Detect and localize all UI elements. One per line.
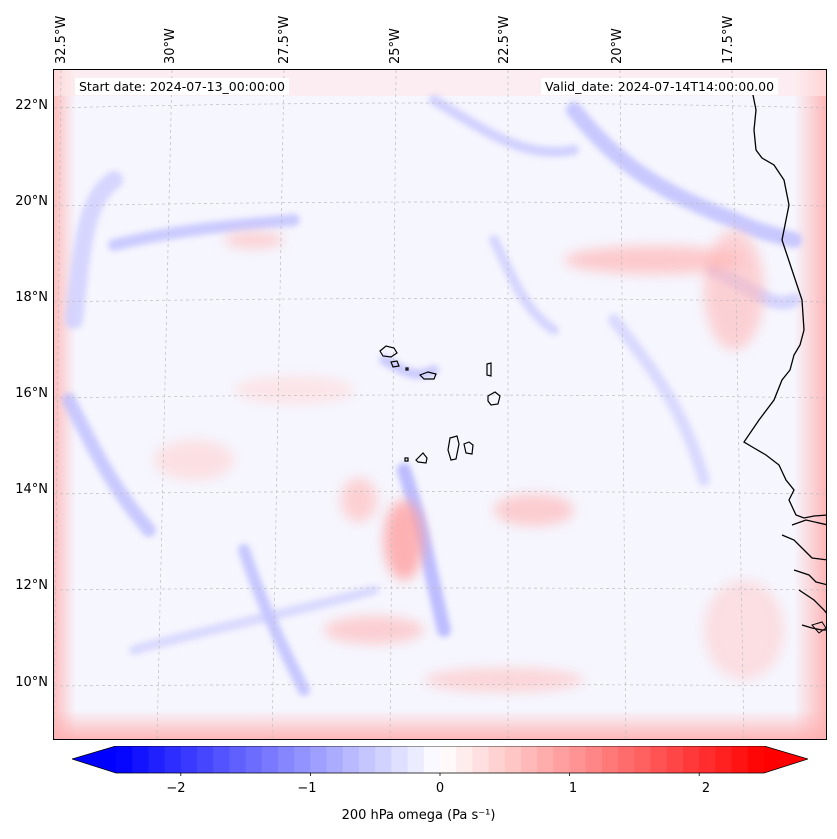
colorbar-cell <box>197 746 214 773</box>
colorbar-cell <box>715 746 733 773</box>
cape-verde-islands <box>379 345 501 464</box>
colorbar-cell <box>634 746 652 773</box>
lon-label-17.5w: 17.5°W <box>721 15 736 64</box>
bottom-edge-band <box>54 710 826 739</box>
colorbar-cell <box>261 746 279 773</box>
colorbar-cell <box>585 746 603 773</box>
colorbar-outline <box>72 746 808 774</box>
colorbar-cell <box>569 746 587 773</box>
colorbar-cell <box>294 746 311 773</box>
colorbar-cell <box>683 746 700 773</box>
colorbar-tick-label: −2 <box>166 781 186 796</box>
lon-label-30w: 30°W <box>163 28 178 64</box>
colorbar-cell <box>666 746 684 773</box>
lat-label-20n: 20°N <box>15 194 48 209</box>
colorbar-tick-marks <box>180 773 700 776</box>
lon-label-25w: 25°W <box>388 28 403 64</box>
colorbar-cell <box>602 746 619 773</box>
colorbar <box>72 746 808 776</box>
colorbar-tick-label: 0 <box>435 781 445 796</box>
lat-label-18n: 18°N <box>15 290 48 305</box>
colorbar-cell <box>650 746 668 773</box>
colorbar-cells <box>72 746 808 773</box>
lat-label-22n: 22°N <box>15 98 48 113</box>
african-coastline <box>743 89 826 631</box>
colorbar-cell <box>407 746 425 773</box>
lon-label-27.5w: 27.5°W <box>277 15 292 64</box>
colorbar-extend-max <box>764 746 808 773</box>
omega-field-map <box>54 70 826 739</box>
red-blobs <box>154 230 784 692</box>
lon-label-22.5w: 22.5°W <box>497 15 512 64</box>
colorbar-cell <box>747 746 765 773</box>
valid-date-label: Valid_date: 2024-07-14T14:00:00.00 <box>541 78 779 95</box>
colorbar-cell <box>326 746 344 773</box>
lat-label-16n: 16°N <box>15 386 48 401</box>
lon-label-32.5w: 32.5°W <box>54 15 69 64</box>
start-date-label: Start date: 2024-07-13_00:00:00 <box>75 78 289 95</box>
coastline-inlet <box>811 621 826 634</box>
colorbar-cell <box>116 746 133 773</box>
map-panel <box>53 69 827 740</box>
right-edge-band <box>794 70 826 739</box>
colorbar-cell <box>245 746 263 773</box>
colorbar-cell <box>553 746 571 773</box>
colorbar-cell <box>440 746 457 773</box>
lat-label-14n: 14°N <box>15 482 48 497</box>
colorbar-cell <box>731 746 749 773</box>
colorbar-cell <box>618 746 635 773</box>
colorbar-cell <box>537 746 554 773</box>
colorbar-cell <box>342 746 360 773</box>
colorbar-tick-label: 1 <box>568 781 578 796</box>
lat-label-12n: 12°N <box>15 578 48 593</box>
colorbar-title: 200 hPa omega (Pa s⁻¹) <box>341 808 496 823</box>
colorbar-cell <box>180 746 198 773</box>
colorbar-extend-min <box>72 746 116 773</box>
colorbar-cell <box>391 746 409 773</box>
colorbar-cell <box>472 746 490 773</box>
colorbar-cell <box>456 746 473 773</box>
colorbar-cell <box>504 746 522 773</box>
colorbar-cell <box>164 746 182 773</box>
colorbar-cell <box>132 746 149 773</box>
colorbar-cell <box>423 746 441 773</box>
colorbar-cell <box>521 746 538 773</box>
colorbar-tick-label: 2 <box>701 781 711 796</box>
graticule <box>54 70 826 739</box>
colorbar-cell <box>213 746 230 773</box>
lon-label-20w: 20°W <box>610 28 625 64</box>
lat-label-10n: 10°N <box>15 675 48 690</box>
colorbar-cell <box>229 746 247 773</box>
colorbar-cell <box>278 746 295 773</box>
colorbar-cell <box>699 746 716 773</box>
colorbar-cell <box>148 746 166 773</box>
colorbar-cell <box>310 746 328 773</box>
colorbar-tick-label: −1 <box>297 781 317 796</box>
colorbar-cell <box>375 746 392 773</box>
colorbar-cell <box>488 746 506 773</box>
colorbar-cell <box>359 746 376 773</box>
